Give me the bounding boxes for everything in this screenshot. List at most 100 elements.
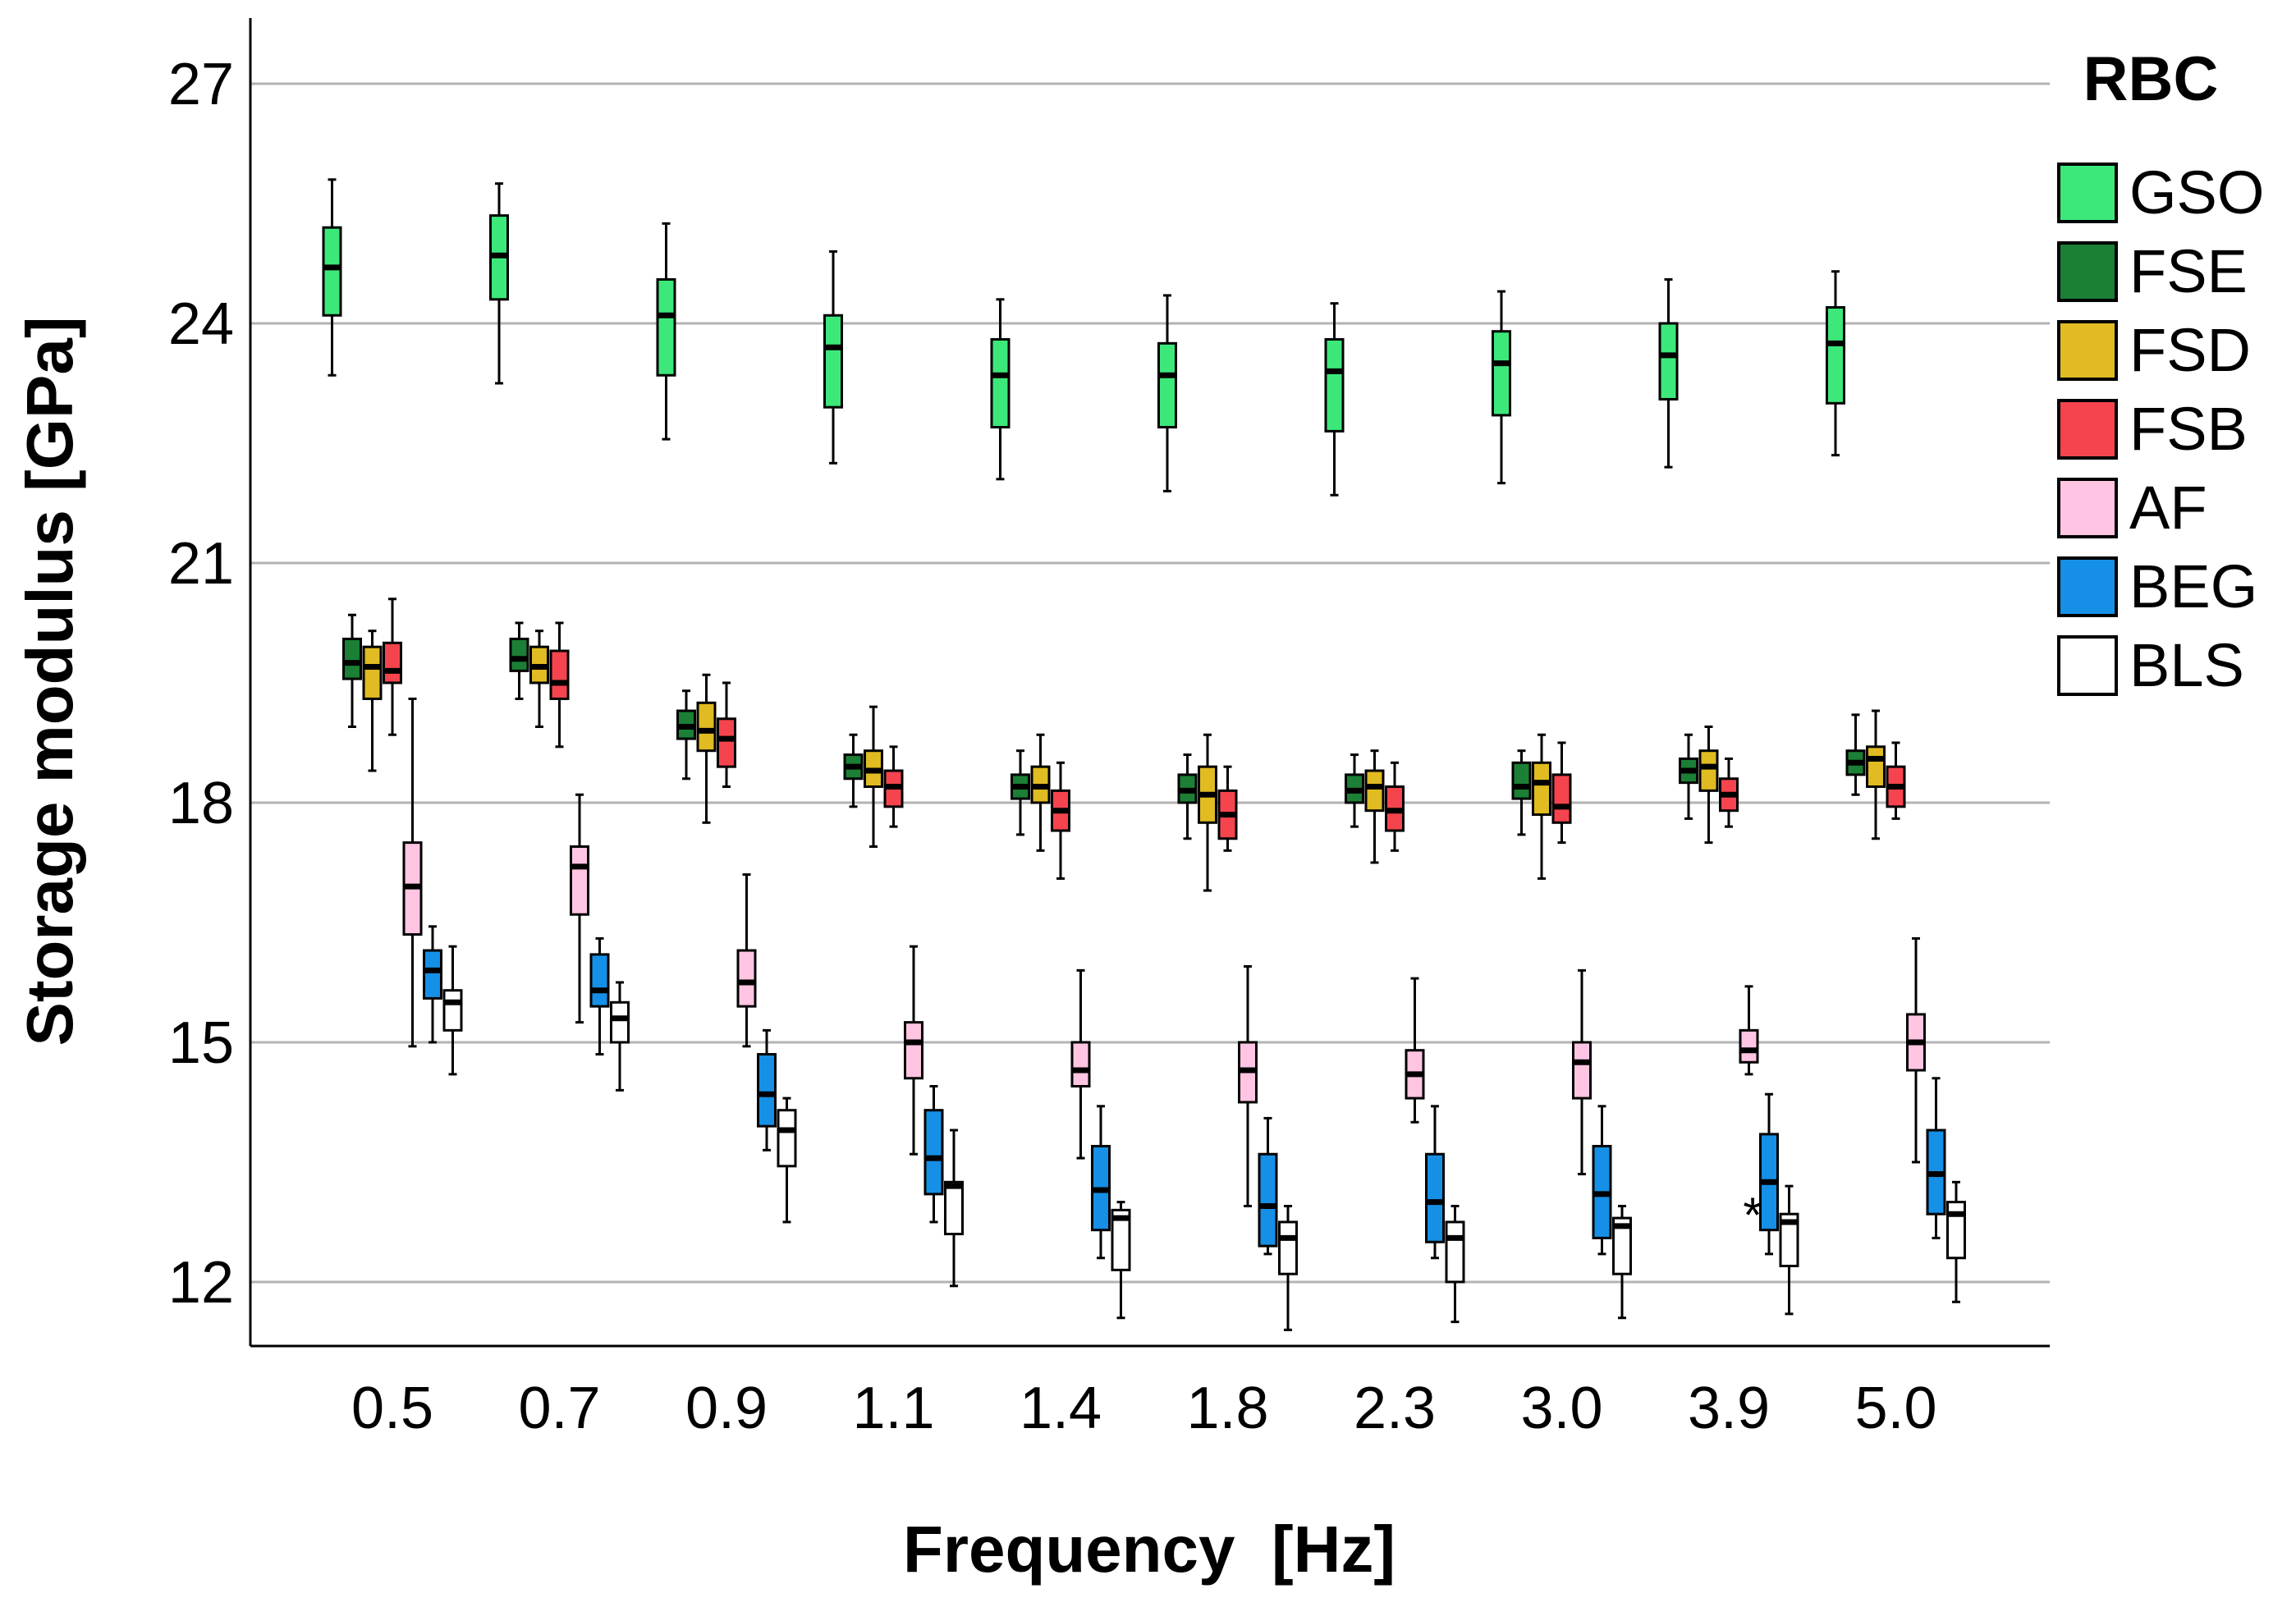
box-FSE-2.3 — [1345, 753, 1364, 828]
box-FSE-1.8 — [1177, 753, 1198, 840]
x-tick-label: 1.8 — [1186, 1376, 1268, 1441]
box-iqr — [823, 314, 843, 409]
box-iqr — [549, 649, 570, 700]
legend-label: FSE — [2129, 237, 2248, 305]
legend-label: BLS — [2129, 631, 2244, 699]
box-AF-1.1 — [904, 945, 923, 1156]
legend-label: FSB — [2129, 395, 2248, 463]
box-iqr — [322, 226, 342, 317]
box-BEG-5.0 — [1926, 1077, 1946, 1239]
box-iqr — [1698, 749, 1719, 792]
box-BLS-1.4 — [1111, 1201, 1131, 1320]
box-iqr — [1739, 1028, 1759, 1064]
box-BEG-1.1 — [923, 1084, 944, 1224]
x-axis-title: Frequency [Hz] — [903, 1513, 1395, 1586]
legend-swatch — [2057, 320, 2118, 381]
box-FSE-1.1 — [843, 733, 864, 808]
box-FSD-0.7 — [529, 630, 549, 729]
x-tick-label: 0.7 — [518, 1376, 600, 1441]
legend-swatch — [2057, 635, 2118, 696]
box-iqr — [1866, 745, 1886, 789]
box-iqr — [1364, 769, 1385, 813]
box-FSB-1.8 — [1217, 765, 1238, 852]
box-GSO-2.3 — [1324, 302, 1345, 497]
box-AF-0.5 — [402, 697, 423, 1048]
box-iqr — [570, 845, 589, 916]
box-iqr — [1445, 1220, 1465, 1284]
y-tick-label: 21 — [168, 531, 234, 597]
y-tick-label: 27 — [168, 52, 234, 117]
box-FSE-5.0 — [1845, 713, 1866, 796]
legend-swatch — [2057, 399, 2118, 460]
box-iqr — [696, 701, 717, 753]
box-BEG-3.0 — [1592, 1105, 1612, 1256]
box-iqr — [1572, 1041, 1592, 1100]
y-tick-label: 24 — [168, 291, 234, 357]
box-GSO-1.8 — [1157, 294, 1177, 492]
box-iqr — [1946, 1201, 1966, 1260]
x-tick-label: 3.0 — [1520, 1376, 1602, 1441]
x-tick-label: 1.4 — [1020, 1376, 1102, 1441]
box-iqr — [923, 1109, 944, 1196]
box-AF-2.3 — [1405, 977, 1425, 1124]
legend-swatch — [2057, 241, 2118, 302]
box-FSE-3.0 — [1511, 749, 1532, 836]
box-FSE-1.4 — [1011, 749, 1030, 836]
box-AF-3.0 — [1572, 968, 1592, 1176]
box-iqr — [383, 641, 402, 684]
box-AF-0.9 — [736, 873, 757, 1048]
legend-item-BLS: BLS — [2057, 631, 2244, 699]
legend: RBC GSO FSE FSD FSB AF BEG BLS — [2057, 44, 2264, 699]
box-FSD-1.1 — [864, 705, 883, 849]
legend-item-AF: AF — [2057, 474, 2207, 542]
box-GSO-0.5 — [322, 178, 342, 377]
box-iqr — [1278, 1220, 1298, 1275]
box-iqr — [1532, 761, 1551, 817]
legend-swatch — [2057, 556, 2118, 617]
box-BLS-3.0 — [1612, 1204, 1632, 1320]
box-FSD-3.9 — [1698, 726, 1719, 845]
box-FSD-2.3 — [1364, 749, 1385, 864]
box-iqr — [1826, 306, 1845, 405]
box-AF-0.7 — [570, 793, 589, 1024]
y-axis-title: Storage modulus [GPa] — [13, 317, 86, 1046]
legend-label: FSD — [2129, 316, 2251, 384]
box-iqr — [656, 277, 676, 377]
box-BEG-3.9 — [1759, 1092, 1779, 1256]
box-BLS-1.8 — [1278, 1204, 1298, 1331]
box-iqr — [1258, 1152, 1278, 1248]
box-FSD-5.0 — [1866, 709, 1886, 840]
box-FSB-3.0 — [1551, 741, 1572, 845]
box-iqr — [944, 1180, 964, 1236]
box-iqr — [362, 645, 383, 700]
x-tick-labels: 0.5 0.7 0.9 1.1 1.4 1.8 2.3 3.0 3.9 5.0 — [351, 1376, 1937, 1441]
x-tick-label: 0.9 — [685, 1376, 768, 1441]
box-iqr — [1551, 773, 1572, 824]
x-tick-label: 5.0 — [1854, 1376, 1936, 1441]
x-tick-label: 3.9 — [1688, 1376, 1770, 1441]
legend-label: GSO — [2129, 158, 2264, 227]
box-iqr — [717, 717, 736, 768]
box-BLS-1.1 — [944, 1129, 964, 1288]
legend-label: BEG — [2129, 552, 2257, 620]
x-tick-label: 0.5 — [351, 1376, 433, 1441]
box-AF-1.4 — [1070, 968, 1091, 1160]
x-tick-label: 2.3 — [1354, 1376, 1436, 1441]
box-iqr — [1157, 341, 1177, 429]
box-iqr — [1492, 330, 1511, 417]
legend-item-FSE: FSE — [2057, 237, 2248, 305]
box-FSB-2.3 — [1385, 761, 1405, 852]
box-marks — [322, 178, 1966, 1331]
box-iqr — [777, 1109, 797, 1168]
y-tick-label: 18 — [168, 771, 234, 836]
box-GSO-1.1 — [823, 250, 843, 465]
box-FSB-0.7 — [549, 621, 570, 749]
box-iqr — [442, 989, 463, 1032]
box-BLS-0.7 — [610, 981, 630, 1092]
box-BEG-0.9 — [757, 1028, 777, 1151]
y-tick-label: 12 — [168, 1250, 234, 1316]
box-GSO-3.9 — [1658, 277, 1679, 469]
box-iqr — [757, 1053, 777, 1128]
box-iqr — [904, 1021, 923, 1080]
